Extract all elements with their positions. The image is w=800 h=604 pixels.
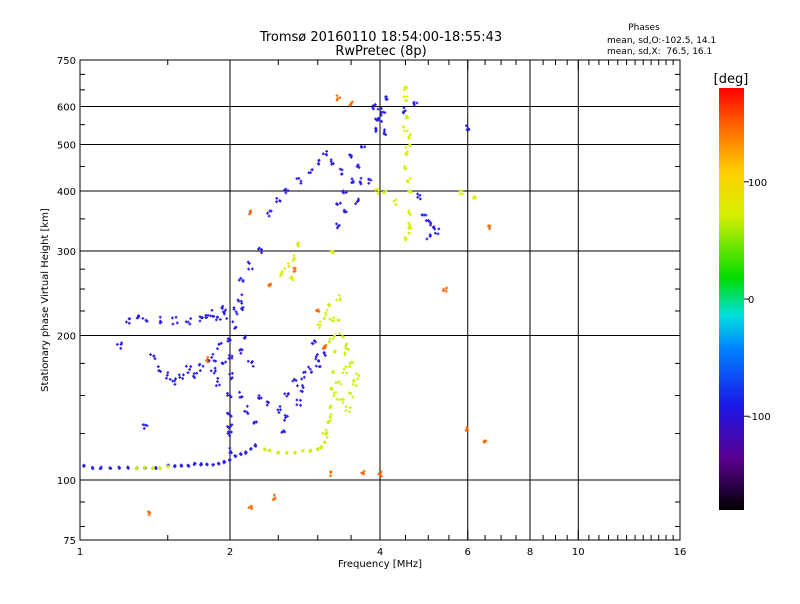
grid-lines <box>80 60 680 540</box>
colorbar-tick-label: -100 <box>748 412 771 423</box>
y-tick-label: 300 <box>57 247 76 258</box>
x-tick-label: 2 <box>227 547 233 558</box>
x-tick-labels: 1 2 4 6 8 10 16 <box>77 547 687 558</box>
y-tick-label: 400 <box>57 187 76 198</box>
y-tick-label: 200 <box>57 332 76 343</box>
phases-mean-x: mean, sd,X: 76.5, 16.1 <box>607 47 712 57</box>
series-group <box>279 85 477 282</box>
y-tick-labels: 75 100 200 300 400 500 600 750 <box>57 56 76 547</box>
series-group <box>147 94 492 517</box>
series-group <box>134 318 341 471</box>
series-group <box>82 443 258 471</box>
series-group <box>316 293 361 439</box>
x-tick-label: 10 <box>572 547 585 558</box>
colorbar-unit-label: [deg] <box>714 72 749 87</box>
series-group <box>209 293 327 455</box>
x-tick-label: 4 <box>377 547 383 558</box>
x-axis-label: Frequency [MHz] <box>338 559 422 570</box>
axis-ticks <box>79 60 681 540</box>
colorbar-tick-label: 0 <box>748 295 754 306</box>
y-tick-label: 500 <box>57 141 76 152</box>
colorbar-tick-label: 100 <box>748 178 767 189</box>
x-tick-label: 6 <box>465 547 471 558</box>
chart-title: Tromsø 20160110 18:54:00-18:55:43 <box>259 30 502 45</box>
colorbar <box>719 88 744 510</box>
data-points <box>82 85 492 517</box>
y-tick-label: 75 <box>63 536 76 547</box>
y-axis-label: Stationary phase Virtual Height [km] <box>40 208 51 392</box>
chart-subtitle: RwPretec (8p) <box>335 44 426 59</box>
phases-title: Phases <box>628 23 660 33</box>
x-tick-label: 8 <box>527 547 533 558</box>
phases-mean-o: mean, sd,O:-102.5, 14.1 <box>607 36 716 46</box>
colorbar-ticks: 100 0 -100 <box>744 178 771 423</box>
x-tick-label: 16 <box>674 547 687 558</box>
series-group <box>115 246 263 430</box>
y-tick-label: 100 <box>57 476 76 487</box>
series-group <box>266 95 471 241</box>
x-tick-label: 1 <box>77 547 83 558</box>
y-tick-label: 600 <box>57 103 76 114</box>
y-tick-label: 750 <box>57 56 76 67</box>
